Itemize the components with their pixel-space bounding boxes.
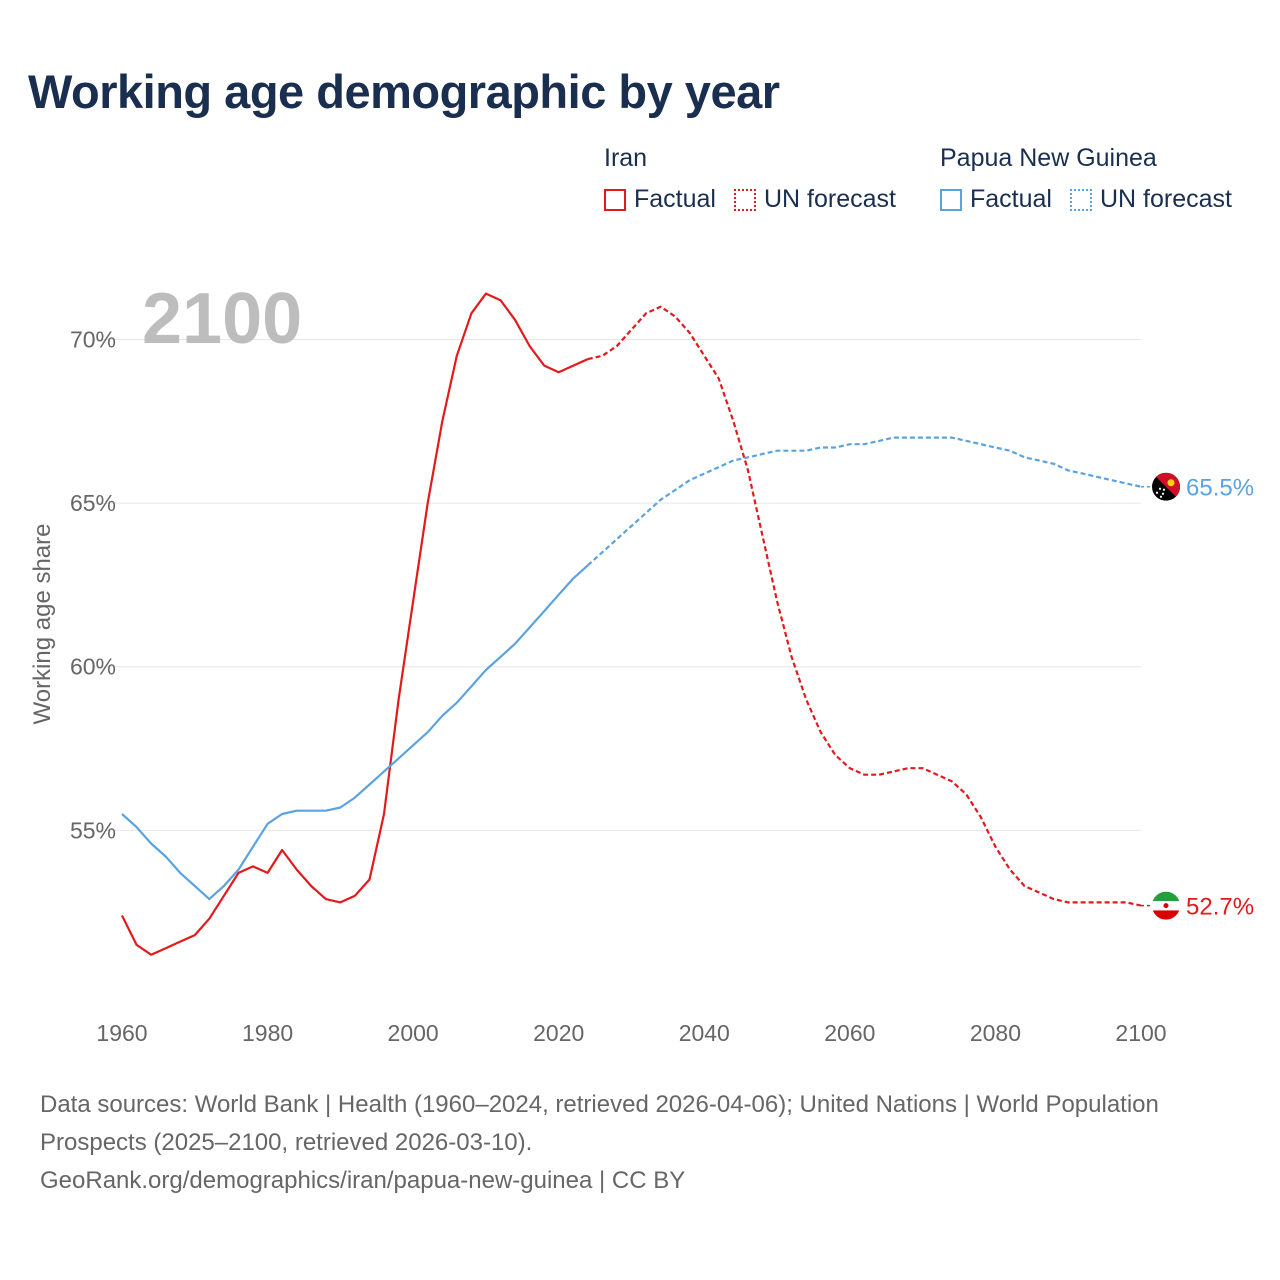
- line-chart: 2100 Working age share 55% 60% 65% 70% 1960…: [29, 279, 1254, 1046]
- x-tick-label: 1960: [96, 1020, 147, 1046]
- series: [121, 292, 1142, 956]
- legend-swatch-iran-forecast: [733, 188, 756, 211]
- x-tick-label: 2040: [679, 1020, 730, 1046]
- series-line-iran-factual[interactable]: [121, 292, 589, 956]
- legend-iran-factual[interactable]: Factual: [604, 185, 716, 214]
- legend-group-iran: Iran Factual UN forecast: [604, 143, 914, 214]
- y-axis-label: Working age share: [29, 524, 56, 725]
- footer-sources: Data sources: World Bank | Health (1960–…: [40, 1091, 1159, 1156]
- chart-title: Working age demographic by year: [28, 65, 780, 118]
- legend-title-iran: Iran: [604, 144, 648, 172]
- y-tick-label: 55%: [70, 817, 116, 843]
- x-axis: 1960 1980 2000 2020 2040 2060 2080 2100: [96, 1020, 1166, 1046]
- legend-label-png-factual: Factual: [970, 185, 1052, 213]
- end-value-label-iran: 52.7%: [1186, 894, 1254, 921]
- legend-title-png: Papua New Guinea: [940, 144, 1157, 172]
- footer-link[interactable]: GeoRank.org/demographics/iran/papua-new-…: [40, 1167, 686, 1194]
- legend-swatch-iran-factual: [604, 188, 626, 211]
- y-tick-label: 70%: [70, 326, 116, 352]
- series-line-png-forecast[interactable]: [587, 436, 1142, 567]
- y-axis: 55% 60% 65% 70%: [70, 326, 116, 843]
- legend-swatch-png-forecast: [1069, 188, 1092, 211]
- grid: [95, 338, 1141, 831]
- x-tick-label: 2020: [533, 1020, 584, 1046]
- series-line-png-factual[interactable]: [121, 564, 589, 901]
- legend-png-factual[interactable]: Factual: [940, 185, 1052, 214]
- end-markers: 52.7% 65.5%: [1141, 472, 1254, 921]
- legend-label-iran-factual: Factual: [634, 185, 716, 213]
- x-tick-label: 2000: [388, 1020, 439, 1046]
- year-label: 2100: [142, 279, 302, 359]
- x-tick-label: 2100: [1115, 1020, 1166, 1046]
- x-tick-label: 1980: [242, 1020, 293, 1046]
- flag-png-icon: [1152, 472, 1180, 501]
- footer: Data sources: World Bank | Health (1960–…: [40, 1086, 1220, 1200]
- legend-label-iran-forecast: UN forecast: [763, 185, 896, 213]
- legend-label-png-forecast: UN forecast: [1099, 185, 1232, 213]
- legend-swatch-png-factual: [940, 188, 962, 211]
- y-tick-label: 65%: [70, 490, 116, 516]
- series-line-iran-forecast[interactable]: [587, 305, 1142, 907]
- end-value-label-png: 65.5%: [1186, 475, 1254, 502]
- y-tick-label: 60%: [70, 654, 116, 680]
- x-tick-label: 2080: [970, 1020, 1021, 1046]
- legend-png-forecast[interactable]: UN forecast: [1069, 185, 1232, 214]
- flag-iran-icon: [1152, 891, 1180, 920]
- legend-group-png: Papua New Guinea Factual UN forecast: [940, 143, 1250, 214]
- x-tick-label: 2060: [824, 1020, 875, 1046]
- legend-iran-forecast[interactable]: UN forecast: [733, 185, 896, 214]
